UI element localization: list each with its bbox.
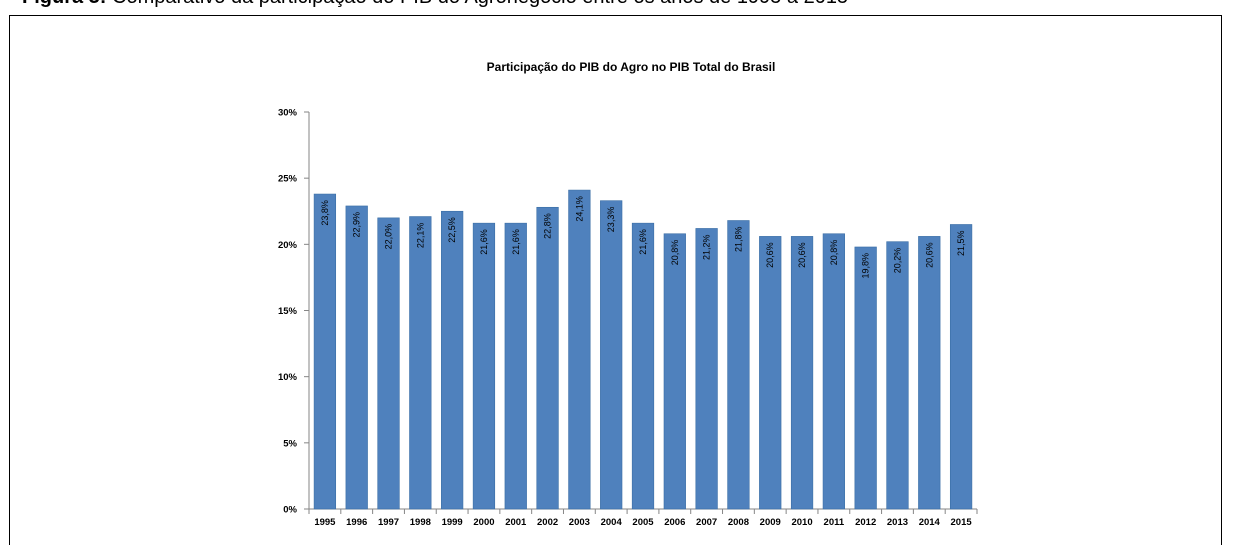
x-tick-label: 2008 xyxy=(728,517,749,528)
data-label: 21,6% xyxy=(638,229,648,255)
x-tick-label: 1997 xyxy=(378,517,399,528)
data-label: 21,2% xyxy=(702,234,712,260)
bar xyxy=(949,224,973,510)
data-label: 22,5% xyxy=(447,217,457,243)
data-label: 20,8% xyxy=(670,240,680,266)
x-tick-label: 2010 xyxy=(791,517,812,528)
bar xyxy=(313,193,337,510)
chart-title: Participação do PIB do Agro no PIB Total… xyxy=(487,60,776,74)
bar xyxy=(600,200,623,510)
y-tick-label: 20% xyxy=(278,240,298,251)
bar xyxy=(568,189,591,510)
x-tick-label: 1996 xyxy=(346,517,367,528)
bar xyxy=(441,210,464,510)
bar xyxy=(727,220,750,510)
bar xyxy=(631,222,655,510)
x-tick-label: 2001 xyxy=(505,517,527,528)
data-label: 24,1% xyxy=(574,196,584,222)
data-label: 21,5% xyxy=(956,230,966,256)
x-tick-label: 2007 xyxy=(696,517,717,528)
y-tick-label: 25% xyxy=(278,174,298,185)
bar xyxy=(663,233,686,510)
y-tick-label: 15% xyxy=(278,306,298,317)
data-label: 23,3% xyxy=(606,207,616,233)
data-label: 19,8% xyxy=(861,253,871,279)
x-tick-label: 2003 xyxy=(569,517,590,528)
bar xyxy=(886,241,909,510)
x-tick-label: 2012 xyxy=(855,517,876,528)
data-label: 22,8% xyxy=(543,213,553,239)
x-tick-label: 2006 xyxy=(664,517,685,528)
data-label: 20,6% xyxy=(924,242,934,268)
data-label: 22,9% xyxy=(352,212,362,238)
data-label: 22,1% xyxy=(415,223,425,249)
x-tick-label: 1998 xyxy=(410,517,431,528)
data-label: 21,6% xyxy=(479,229,489,255)
x-tick-label: 1995 xyxy=(314,517,336,528)
x-tick-label: 2015 xyxy=(951,517,973,528)
data-label: 20,8% xyxy=(829,240,839,266)
tick-labels: 0% 5% 10% 15% 20% 25% 30% 1995 1996 1997 1998 1999 2… xyxy=(278,108,972,529)
x-tick-label: 2005 xyxy=(632,517,654,528)
y-tick-label: 10% xyxy=(278,372,298,383)
figure-caption-prefix: Figura 3: xyxy=(22,0,106,8)
data-label: 20,6% xyxy=(797,242,807,268)
data-label: 20,6% xyxy=(765,242,775,268)
x-tick-label: 2000 xyxy=(473,517,494,528)
bar xyxy=(536,206,559,510)
x-tick-label: 2009 xyxy=(760,517,781,528)
data-labels: 23,8% 22,9% 22,0% 22,1% 22,5% 21,6% 21,6% 22,8%… xyxy=(320,196,966,278)
figure-caption-text: Comparativo da participação do PIB do Ag… xyxy=(112,0,848,8)
x-tick-label: 2011 xyxy=(824,517,845,528)
chart-frame xyxy=(9,15,1222,545)
y-tick-label: 0% xyxy=(283,505,297,516)
bar xyxy=(504,222,527,510)
bar xyxy=(790,236,814,510)
figure-caption: Figura 3: Comparativo da participação do… xyxy=(22,0,848,9)
x-tick-label: 2002 xyxy=(537,517,558,528)
bar xyxy=(854,246,877,510)
bar xyxy=(345,205,368,510)
data-label: 23,8% xyxy=(320,200,330,226)
data-label: 21,6% xyxy=(511,229,521,255)
y-tick-label: 5% xyxy=(283,438,297,449)
bar xyxy=(409,216,432,510)
x-tick-label: 1999 xyxy=(442,517,463,528)
x-tick-label: 2014 xyxy=(919,517,941,528)
bar xyxy=(759,236,782,510)
data-label: 22,0% xyxy=(384,224,394,250)
bar xyxy=(472,222,496,510)
data-label: 21,8% xyxy=(733,227,743,253)
x-tick-label: 2013 xyxy=(887,517,908,528)
data-label: 20,2% xyxy=(892,248,902,274)
bars xyxy=(313,189,973,510)
x-tick-label: 2004 xyxy=(601,517,623,528)
y-tick-label: 30% xyxy=(278,108,298,119)
bar xyxy=(822,233,845,510)
bar-chart: Participação do PIB do Agro no PIB Total… xyxy=(278,60,978,529)
bar xyxy=(918,236,941,510)
bar xyxy=(695,228,718,510)
bar xyxy=(377,217,400,510)
